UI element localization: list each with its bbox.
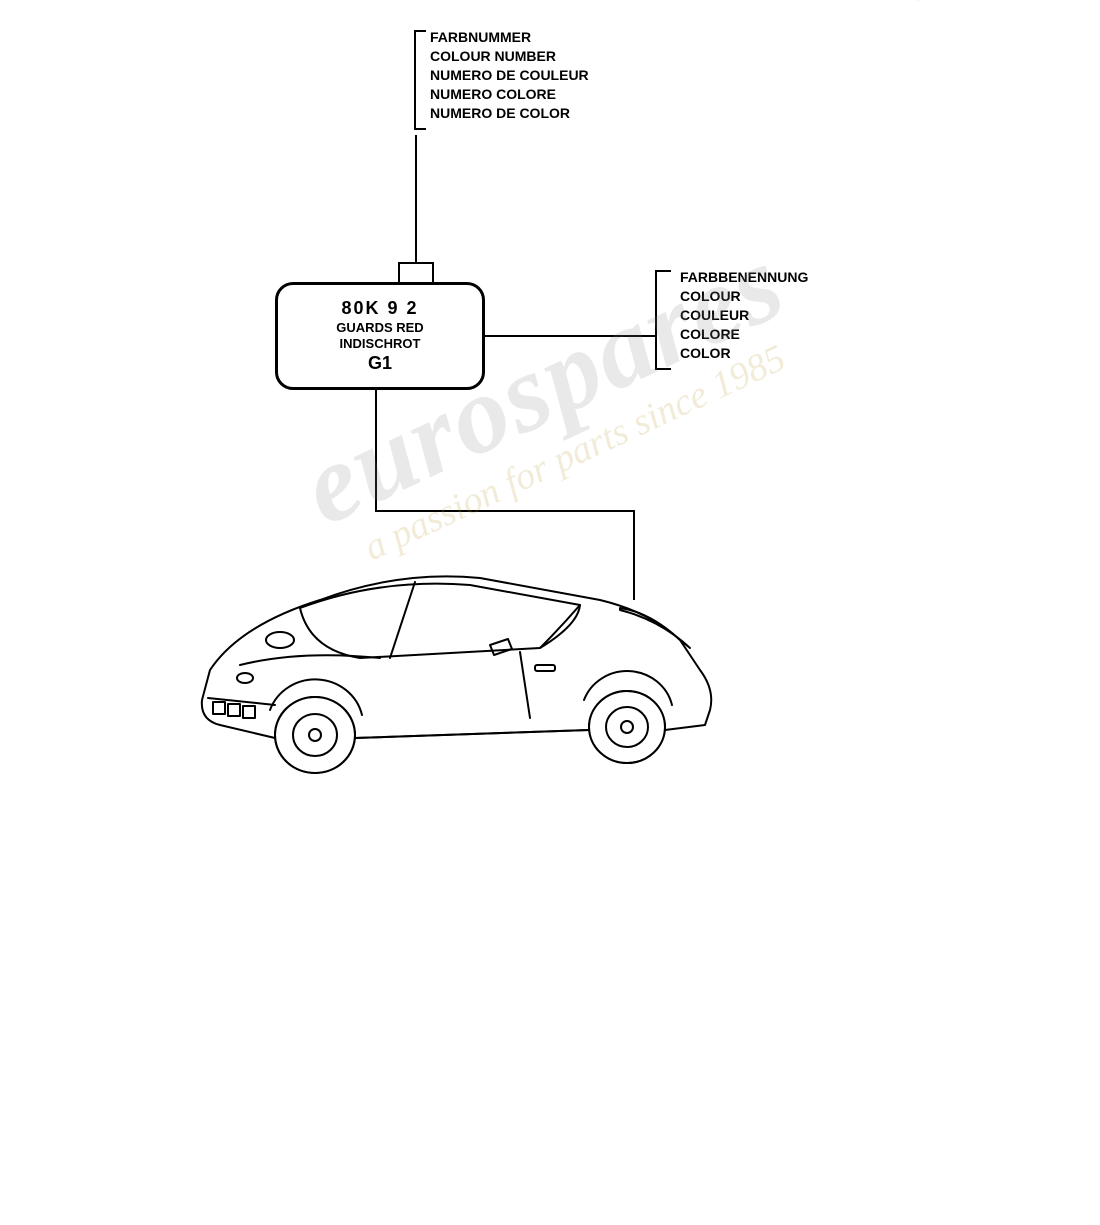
bracket-right xyxy=(655,270,671,370)
connector-box xyxy=(398,262,434,284)
paint-code-diagram: FARBNUMMERCOLOUR NUMBERNUMERO DE COULEUR… xyxy=(0,0,1100,800)
plate-name-en: GUARDS RED xyxy=(278,320,482,336)
connector-line xyxy=(415,135,417,283)
plate-name-de: INDISCHROT xyxy=(278,336,482,352)
plate-code: 80K 9 2 xyxy=(278,297,482,320)
connector-line xyxy=(375,510,635,512)
connector-line xyxy=(485,335,655,337)
bracket-top xyxy=(414,30,426,130)
colour-number-labels: FARBNUMMERCOLOUR NUMBERNUMERO DE COULEUR… xyxy=(430,28,589,122)
colour-name-labels: FARBBENENNUNGCOLOURCOULEURCOLORECOLOR xyxy=(680,268,808,362)
plate-suffix: G1 xyxy=(278,352,482,375)
paint-code-plate: 80K 9 2 GUARDS RED INDISCHROT G1 xyxy=(275,282,485,390)
connector-line xyxy=(375,390,377,510)
car-illustration xyxy=(180,530,740,780)
watermark-arc xyxy=(0,0,1100,1035)
